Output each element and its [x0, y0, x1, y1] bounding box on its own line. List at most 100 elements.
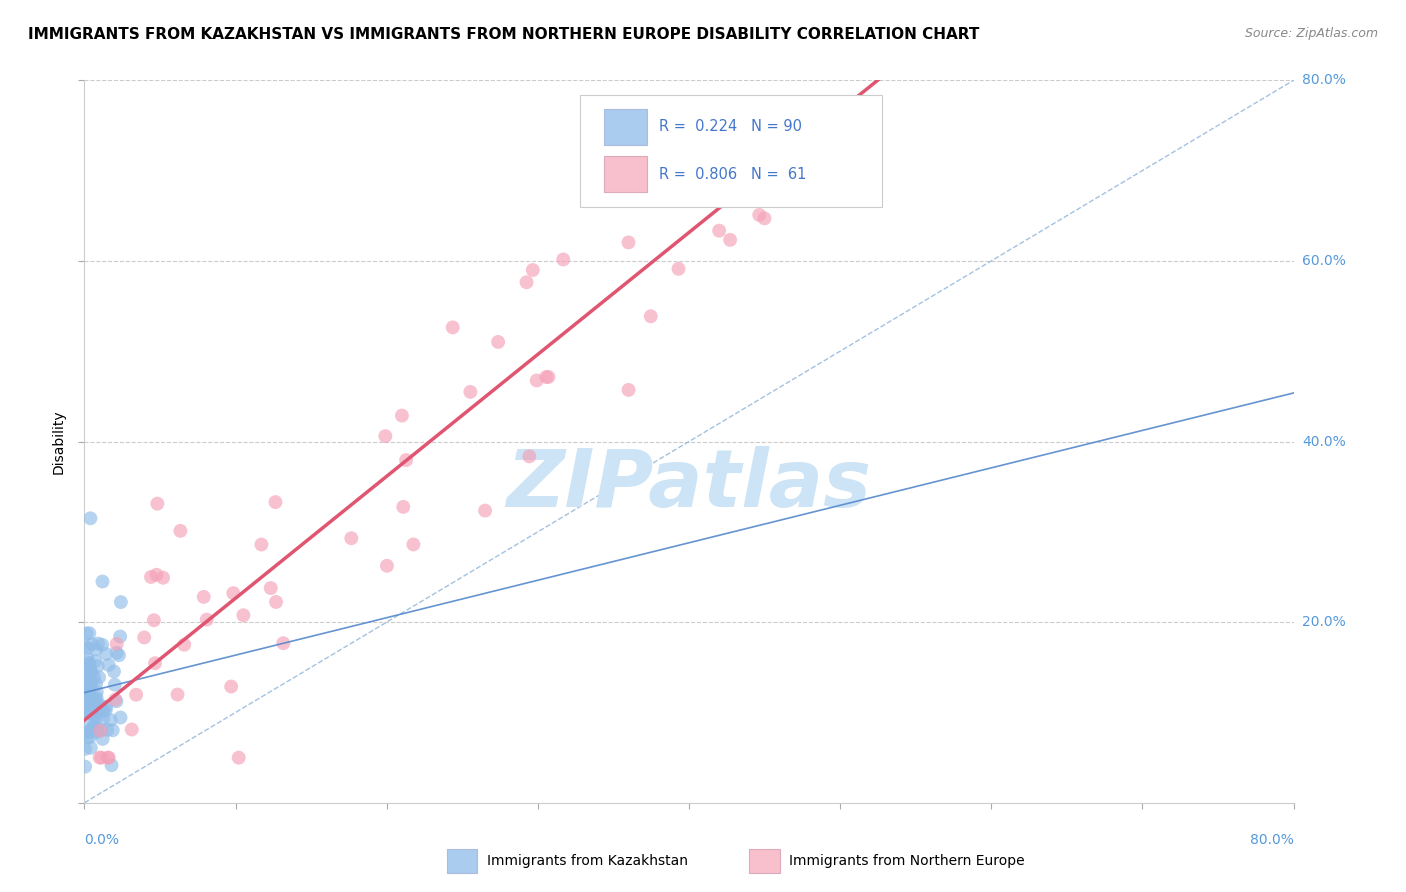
Point: [79, 698, 101, 713]
Point: [152, 571, 174, 585]
Text: Source: ZipAtlas.com: Source: ZipAtlas.com: [1244, 27, 1378, 40]
Point: [77, 656, 100, 670]
Point: [79, 674, 101, 689]
Point: [86, 690, 108, 705]
Point: [97, 750, 120, 764]
Text: 60.0%: 60.0%: [1302, 254, 1346, 268]
Point: [76, 641, 98, 656]
Point: [143, 657, 166, 671]
Point: [79, 626, 101, 640]
Point: [374, 429, 396, 443]
Point: [678, 161, 700, 176]
Point: [80, 740, 103, 755]
Text: ZIPatlas: ZIPatlas: [506, 446, 872, 524]
Point: [86, 723, 108, 737]
Point: [76, 693, 98, 707]
Point: [515, 275, 537, 289]
Point: [76, 651, 98, 665]
Point: [79, 663, 101, 677]
Point: [75, 725, 97, 739]
Point: [94, 703, 117, 717]
Point: [89, 723, 111, 738]
Point: [80, 667, 103, 681]
Point: [76, 704, 98, 718]
Point: [193, 590, 215, 604]
Point: [77, 717, 100, 731]
Point: [104, 678, 127, 692]
Point: [80, 664, 103, 678]
Point: [75, 742, 97, 756]
Point: [125, 688, 148, 702]
Point: [100, 713, 122, 727]
Point: [75, 760, 97, 774]
Point: [77, 659, 100, 673]
Point: [105, 637, 128, 651]
Point: [522, 263, 544, 277]
Point: [75, 675, 97, 690]
Point: [146, 497, 169, 511]
Point: [76, 626, 98, 640]
Point: [219, 680, 242, 694]
Point: [75, 669, 97, 683]
Point: [79, 675, 101, 690]
Point: [76, 730, 98, 744]
Point: [94, 647, 117, 661]
Point: [91, 574, 114, 589]
Text: 80.0%: 80.0%: [1250, 833, 1294, 847]
Text: 80.0%: 80.0%: [1302, 73, 1346, 87]
Point: [655, 115, 678, 129]
Point: [82, 721, 104, 735]
Point: [79, 690, 101, 704]
Point: [84, 677, 107, 691]
FancyBboxPatch shape: [605, 156, 647, 193]
Point: [375, 558, 398, 573]
Text: Immigrants from Northern Europe: Immigrants from Northern Europe: [789, 854, 1025, 868]
Point: [90, 723, 112, 737]
Point: [486, 334, 509, 349]
Point: [77, 672, 100, 686]
Point: [108, 630, 131, 644]
Point: [83, 709, 105, 723]
Point: [90, 701, 112, 715]
Point: [89, 670, 111, 684]
Point: [96, 699, 118, 714]
Point: [402, 537, 425, 551]
Point: [93, 704, 115, 718]
Text: IMMIGRANTS FROM KAZAKHSTAN VS IMMIGRANTS FROM NORTHERN EUROPE DISABILITY CORRELA: IMMIGRANTS FROM KAZAKHSTAN VS IMMIGRANTS…: [28, 27, 980, 42]
Point: [392, 500, 415, 514]
Point: [121, 723, 143, 737]
Point: [77, 672, 100, 686]
Point: [75, 681, 97, 695]
Point: [84, 693, 107, 707]
Text: 20.0%: 20.0%: [1302, 615, 1346, 629]
Point: [668, 261, 690, 276]
Point: [134, 631, 156, 645]
Point: [84, 642, 107, 657]
Point: [80, 694, 103, 708]
Point: [76, 668, 98, 682]
Point: [169, 524, 191, 538]
Point: [83, 697, 105, 711]
Point: [173, 638, 195, 652]
Point: [537, 370, 560, 384]
Point: [80, 637, 103, 651]
Point: [648, 166, 671, 180]
Point: [754, 211, 776, 226]
Point: [96, 723, 118, 737]
Point: [250, 537, 273, 551]
Point: [77, 704, 100, 718]
FancyBboxPatch shape: [605, 109, 647, 145]
Point: [79, 700, 101, 714]
Point: [91, 731, 114, 746]
Point: [80, 677, 103, 691]
Point: [460, 384, 482, 399]
Point: [97, 657, 120, 672]
Point: [718, 233, 741, 247]
Point: [101, 723, 124, 738]
FancyBboxPatch shape: [581, 95, 883, 207]
Point: [87, 697, 110, 711]
Point: [222, 586, 245, 600]
Point: [139, 570, 162, 584]
Point: [105, 694, 128, 708]
Point: [75, 639, 97, 653]
